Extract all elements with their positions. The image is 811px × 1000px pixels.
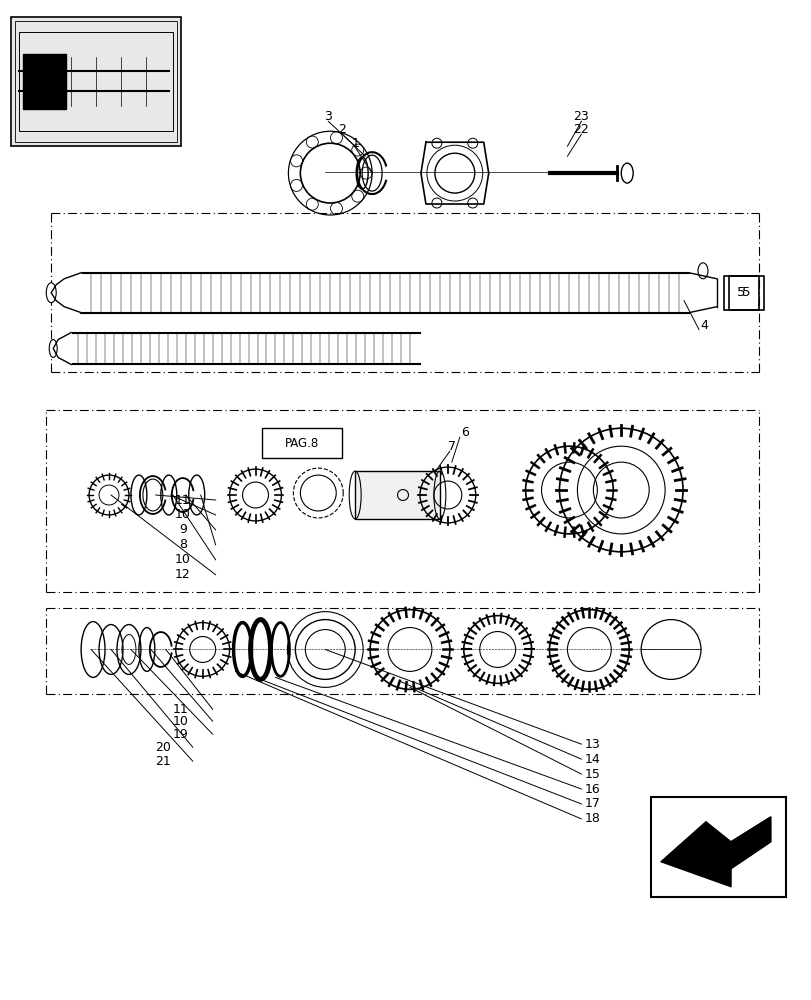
Text: 4: 4 bbox=[699, 319, 707, 332]
Text: 21: 21 bbox=[155, 755, 170, 768]
Text: PAG.8: PAG.8 bbox=[285, 437, 319, 450]
Bar bbox=[19, 32, 173, 131]
Text: 1: 1 bbox=[351, 137, 358, 150]
Bar bbox=[262, 428, 341, 458]
Ellipse shape bbox=[49, 340, 57, 357]
Text: 18: 18 bbox=[584, 812, 599, 825]
Text: 15: 15 bbox=[584, 768, 599, 781]
Text: 23: 23 bbox=[573, 110, 589, 123]
Bar bbox=[15, 21, 177, 142]
Ellipse shape bbox=[46, 283, 56, 303]
Text: 2: 2 bbox=[338, 123, 345, 136]
Text: 11: 11 bbox=[174, 493, 191, 506]
Text: 3: 3 bbox=[324, 110, 332, 123]
Text: 10: 10 bbox=[174, 508, 191, 521]
Text: 12: 12 bbox=[174, 568, 191, 581]
Text: 10: 10 bbox=[174, 553, 191, 566]
Text: 10: 10 bbox=[173, 715, 188, 728]
Bar bbox=[650, 797, 785, 897]
Text: 8: 8 bbox=[178, 538, 187, 551]
Polygon shape bbox=[24, 54, 66, 109]
Text: 6: 6 bbox=[461, 426, 468, 439]
Bar bbox=[728, 276, 763, 310]
Text: 20: 20 bbox=[155, 741, 170, 754]
Text: 9: 9 bbox=[178, 523, 187, 536]
Text: 13: 13 bbox=[584, 738, 599, 751]
Bar bbox=[723, 276, 757, 310]
Polygon shape bbox=[660, 817, 770, 887]
Text: 7: 7 bbox=[448, 440, 455, 453]
Polygon shape bbox=[51, 273, 81, 313]
Text: 5: 5 bbox=[736, 286, 744, 299]
Text: 5: 5 bbox=[741, 286, 749, 299]
Bar bbox=[11, 17, 181, 146]
Text: 16: 16 bbox=[584, 783, 599, 796]
Text: 17: 17 bbox=[584, 797, 599, 810]
Bar bbox=[354, 471, 440, 519]
Text: 14: 14 bbox=[584, 753, 599, 766]
Text: 19: 19 bbox=[173, 728, 188, 741]
Polygon shape bbox=[54, 333, 71, 364]
Text: 22: 22 bbox=[573, 123, 589, 136]
Text: 11: 11 bbox=[173, 703, 188, 716]
